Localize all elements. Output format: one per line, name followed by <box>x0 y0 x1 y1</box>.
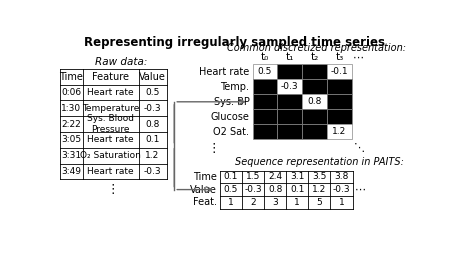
Bar <box>278 94 302 109</box>
Text: 1.2: 1.2 <box>146 151 160 160</box>
Text: 3:31: 3:31 <box>61 151 81 160</box>
Text: 0:06: 0:06 <box>61 88 81 97</box>
Bar <box>278 79 302 94</box>
Text: 0.1: 0.1 <box>224 172 238 181</box>
Text: Value: Value <box>139 72 166 82</box>
Bar <box>302 64 327 79</box>
Text: Sequence representation in PAITS:: Sequence representation in PAITS: <box>235 157 403 167</box>
Bar <box>252 64 278 79</box>
Text: Sys. BP: Sys. BP <box>213 97 250 107</box>
Text: -0.3: -0.3 <box>281 82 299 91</box>
Bar <box>302 109 327 124</box>
Bar <box>252 109 278 124</box>
Text: 3:49: 3:49 <box>61 167 81 176</box>
Text: 1.2: 1.2 <box>332 127 346 136</box>
Text: 0.8: 0.8 <box>307 97 322 106</box>
Bar <box>302 124 327 139</box>
Text: 2: 2 <box>251 198 256 207</box>
Text: Sys. Blood
Pressure: Sys. Blood Pressure <box>87 114 134 134</box>
Text: 1:30: 1:30 <box>61 104 81 113</box>
Text: Glucose: Glucose <box>211 112 250 122</box>
Text: t₂: t₂ <box>311 52 319 62</box>
Text: t₃: t₃ <box>335 52 344 62</box>
Bar <box>278 109 302 124</box>
Bar <box>278 124 302 139</box>
Bar <box>278 64 302 79</box>
Text: Temperature: Temperature <box>82 104 139 113</box>
Bar <box>327 94 352 109</box>
Text: 5: 5 <box>316 198 322 207</box>
Text: 1: 1 <box>294 198 300 207</box>
Text: t₀: t₀ <box>261 52 269 62</box>
Text: -0.1: -0.1 <box>331 67 348 76</box>
Text: Raw data:: Raw data: <box>95 57 147 66</box>
Text: t₁: t₁ <box>285 52 294 62</box>
Text: Common discretized representation:: Common discretized representation: <box>227 43 406 53</box>
Text: 2.4: 2.4 <box>268 172 282 181</box>
Text: 3.1: 3.1 <box>290 172 305 181</box>
Text: O2 Sat.: O2 Sat. <box>213 127 250 137</box>
Text: Time: Time <box>59 72 83 82</box>
Text: Feature: Feature <box>92 72 129 82</box>
Text: 0.1: 0.1 <box>145 135 160 144</box>
Text: ⋮: ⋮ <box>107 183 119 196</box>
Text: Heart rate: Heart rate <box>87 88 134 97</box>
Bar <box>327 79 352 94</box>
Text: 3.8: 3.8 <box>334 172 349 181</box>
Text: -0.3: -0.3 <box>333 185 350 194</box>
Text: 1.2: 1.2 <box>312 185 327 194</box>
Text: ⋮: ⋮ <box>207 142 220 155</box>
Text: ⋯: ⋯ <box>354 185 366 194</box>
Text: 1: 1 <box>338 198 344 207</box>
Text: ⋯: ⋯ <box>352 52 364 62</box>
Bar <box>252 79 278 94</box>
Bar <box>252 94 278 109</box>
Bar <box>302 94 327 109</box>
Text: 3: 3 <box>273 198 278 207</box>
Text: Heart rate: Heart rate <box>87 135 134 144</box>
Text: Time: Time <box>193 172 217 182</box>
Text: 1.5: 1.5 <box>246 172 260 181</box>
Text: Value: Value <box>190 185 217 194</box>
Text: -0.3: -0.3 <box>144 167 161 176</box>
Text: 2:22: 2:22 <box>61 120 81 129</box>
Bar <box>302 79 327 94</box>
Text: 0.5: 0.5 <box>145 88 160 97</box>
Text: 3.5: 3.5 <box>312 172 327 181</box>
Text: ⋱: ⋱ <box>354 143 365 153</box>
Text: O₂ Saturation: O₂ Saturation <box>80 151 141 160</box>
Text: Temp.: Temp. <box>220 82 250 92</box>
Text: Representing irregularly sampled time series: Representing irregularly sampled time se… <box>84 36 385 49</box>
Text: -0.3: -0.3 <box>144 104 161 113</box>
Bar <box>327 124 352 139</box>
Text: 0.8: 0.8 <box>145 120 160 129</box>
Text: 0.8: 0.8 <box>268 185 283 194</box>
Bar <box>327 109 352 124</box>
Text: -0.3: -0.3 <box>244 185 262 194</box>
Text: 0.5: 0.5 <box>258 67 272 76</box>
Text: 3:05: 3:05 <box>61 135 81 144</box>
Text: Feat.: Feat. <box>193 197 217 207</box>
Bar <box>252 124 278 139</box>
Text: 0.5: 0.5 <box>224 185 238 194</box>
Text: 1: 1 <box>228 198 234 207</box>
Bar <box>327 64 352 79</box>
Text: Heart rate: Heart rate <box>199 67 250 77</box>
Text: Heart rate: Heart rate <box>87 167 134 176</box>
Text: 0.1: 0.1 <box>290 185 305 194</box>
